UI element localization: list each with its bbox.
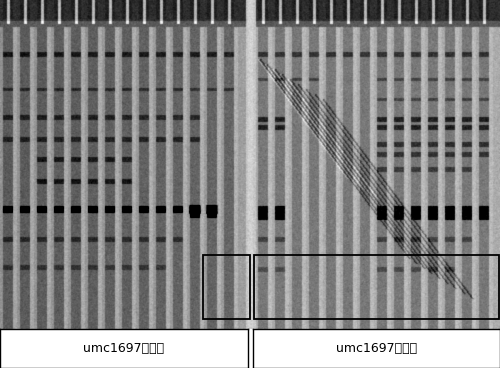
Bar xyxy=(254,255,499,319)
Text: umc1697，高秵: umc1697，高秵 xyxy=(83,342,164,355)
Text: umc1697，矮秵: umc1697，矮秵 xyxy=(336,342,417,355)
Bar xyxy=(202,255,250,319)
